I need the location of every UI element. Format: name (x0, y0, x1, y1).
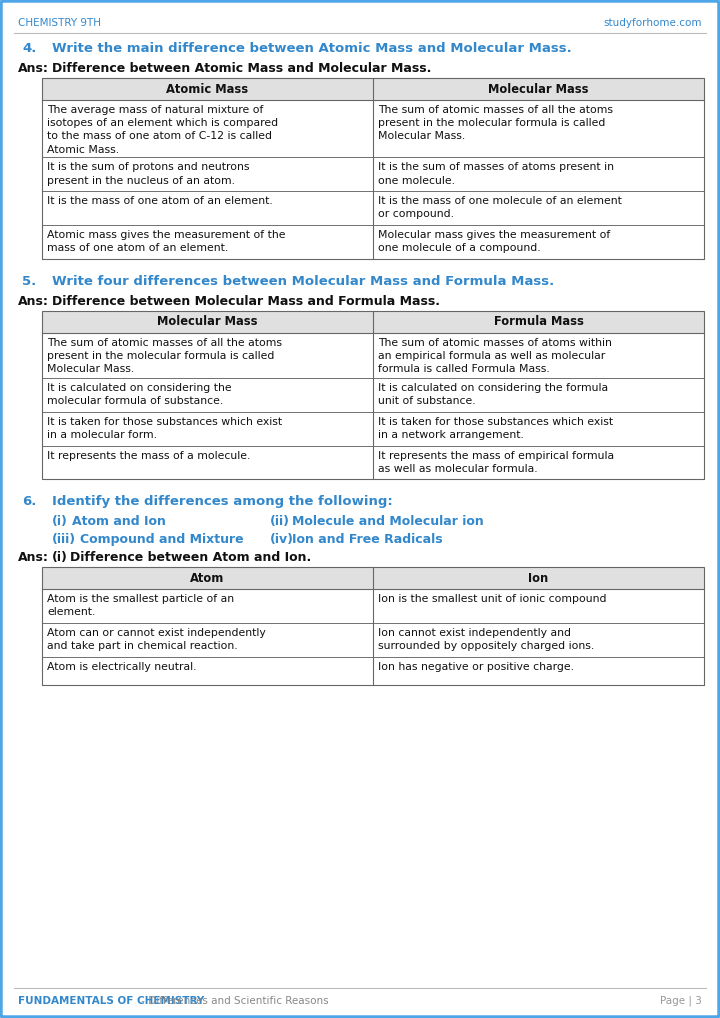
Text: The sum of atomic masses of all the atoms
present in the molecular formula is ca: The sum of atomic masses of all the atom… (378, 105, 613, 142)
Text: Atom: Atom (190, 572, 225, 584)
Text: It represents the mass of empirical formula
as well as molecular formula.: It represents the mass of empirical form… (378, 451, 614, 473)
Text: Molecular Mass: Molecular Mass (157, 315, 258, 328)
Text: Page | 3: Page | 3 (660, 996, 702, 1007)
Text: It is the mass of one molecule of an element
or compound.: It is the mass of one molecule of an ele… (378, 196, 622, 219)
Text: It is taken for those substances which exist
in a molecular form.: It is taken for those substances which e… (47, 416, 282, 440)
Text: Difference between Atom and Ion.: Difference between Atom and Ion. (70, 552, 311, 564)
Bar (373, 310, 704, 333)
Bar (42, 567, 704, 685)
Text: - Differences and Scientific Reasons: - Differences and Scientific Reasons (138, 996, 328, 1006)
Text: Atomic Mass: Atomic Mass (166, 82, 248, 96)
Bar (42, 78, 704, 259)
Text: (i): (i) (52, 552, 68, 564)
Text: Difference between Molecular Mass and Formula Mass.: Difference between Molecular Mass and Fo… (52, 294, 440, 307)
Text: Atom can or cannot exist independently
and take part in chemical reaction.: Atom can or cannot exist independently a… (47, 628, 266, 652)
Text: It is taken for those substances which exist
in a network arrangement.: It is taken for those substances which e… (378, 416, 613, 440)
Text: Compound and Mixture: Compound and Mixture (80, 533, 243, 547)
Bar (373, 78, 704, 100)
Bar (373, 567, 704, 589)
Text: Atom is the smallest particle of an
element.: Atom is the smallest particle of an elem… (47, 595, 234, 618)
Text: Identify the differences among the following:: Identify the differences among the follo… (52, 496, 392, 508)
Text: Ans:: Ans: (18, 294, 49, 307)
Text: It represents the mass of a molecule.: It represents the mass of a molecule. (47, 451, 251, 460)
Bar (42, 310, 373, 333)
Text: The average mass of natural mixture of
isotopes of an element which is compared
: The average mass of natural mixture of i… (47, 105, 278, 155)
Text: 4.: 4. (22, 42, 37, 55)
Bar (42, 310, 704, 479)
Bar (42, 567, 373, 589)
Text: Ion: Ion (528, 572, 549, 584)
Text: Atomic mass gives the measurement of the
mass of one atom of an element.: Atomic mass gives the measurement of the… (47, 230, 286, 253)
Text: Write four differences between Molecular Mass and Formula Mass.: Write four differences between Molecular… (52, 275, 554, 287)
Text: The sum of atomic masses of all the atoms
present in the molecular formula is ca: The sum of atomic masses of all the atom… (47, 338, 282, 374)
Text: 5.: 5. (22, 275, 36, 287)
Text: Write the main difference between Atomic Mass and Molecular Mass.: Write the main difference between Atomic… (52, 42, 572, 55)
Text: Ans:: Ans: (18, 62, 49, 75)
Text: (i): (i) (52, 515, 68, 528)
Text: (iii): (iii) (52, 533, 76, 547)
Text: Formula Mass: Formula Mass (494, 315, 583, 328)
Text: Molecular mass gives the measurement of
one molecule of a compound.: Molecular mass gives the measurement of … (378, 230, 611, 253)
Text: It is calculated on considering the
molecular formula of substance.: It is calculated on considering the mole… (47, 383, 232, 406)
Text: The sum of atomic masses of atoms within
an empirical formula as well as molecul: The sum of atomic masses of atoms within… (378, 338, 612, 374)
Text: Ion has negative or positive charge.: Ion has negative or positive charge. (378, 662, 574, 672)
Bar (42, 310, 704, 479)
Text: FUNDAMENTALS OF CHEMISTRY: FUNDAMENTALS OF CHEMISTRY (18, 996, 204, 1006)
Text: Atom and Ion: Atom and Ion (72, 515, 166, 528)
Text: Ans:: Ans: (18, 552, 49, 564)
Text: Molecular Mass: Molecular Mass (488, 82, 589, 96)
Text: 6.: 6. (22, 496, 37, 508)
Text: (iv): (iv) (270, 533, 294, 547)
Text: Ion and Free Radicals: Ion and Free Radicals (292, 533, 443, 547)
Text: It is calculated on considering the formula
unit of substance.: It is calculated on considering the form… (378, 383, 608, 406)
Text: Difference between Atomic Mass and Molecular Mass.: Difference between Atomic Mass and Molec… (52, 62, 431, 75)
Text: Atom is electrically neutral.: Atom is electrically neutral. (47, 662, 197, 672)
Text: Ion is the smallest unit of ionic compound: Ion is the smallest unit of ionic compou… (378, 595, 606, 605)
Text: Ion cannot exist independently and
surrounded by oppositely charged ions.: Ion cannot exist independently and surro… (378, 628, 594, 652)
Bar (42, 567, 704, 685)
Text: It is the mass of one atom of an element.: It is the mass of one atom of an element… (47, 196, 273, 206)
Text: It is the sum of masses of atoms present in
one molecule.: It is the sum of masses of atoms present… (378, 163, 614, 185)
Text: CHEMISTRY 9TH: CHEMISTRY 9TH (18, 18, 101, 29)
Bar (42, 78, 704, 259)
Text: Molecule and Molecular ion: Molecule and Molecular ion (292, 515, 484, 528)
Text: studyforhome.com: studyforhome.com (603, 18, 702, 29)
Text: It is the sum of protons and neutrons
present in the nucleus of an atom.: It is the sum of protons and neutrons pr… (47, 163, 250, 185)
Bar (42, 78, 373, 100)
Text: (ii): (ii) (270, 515, 290, 528)
